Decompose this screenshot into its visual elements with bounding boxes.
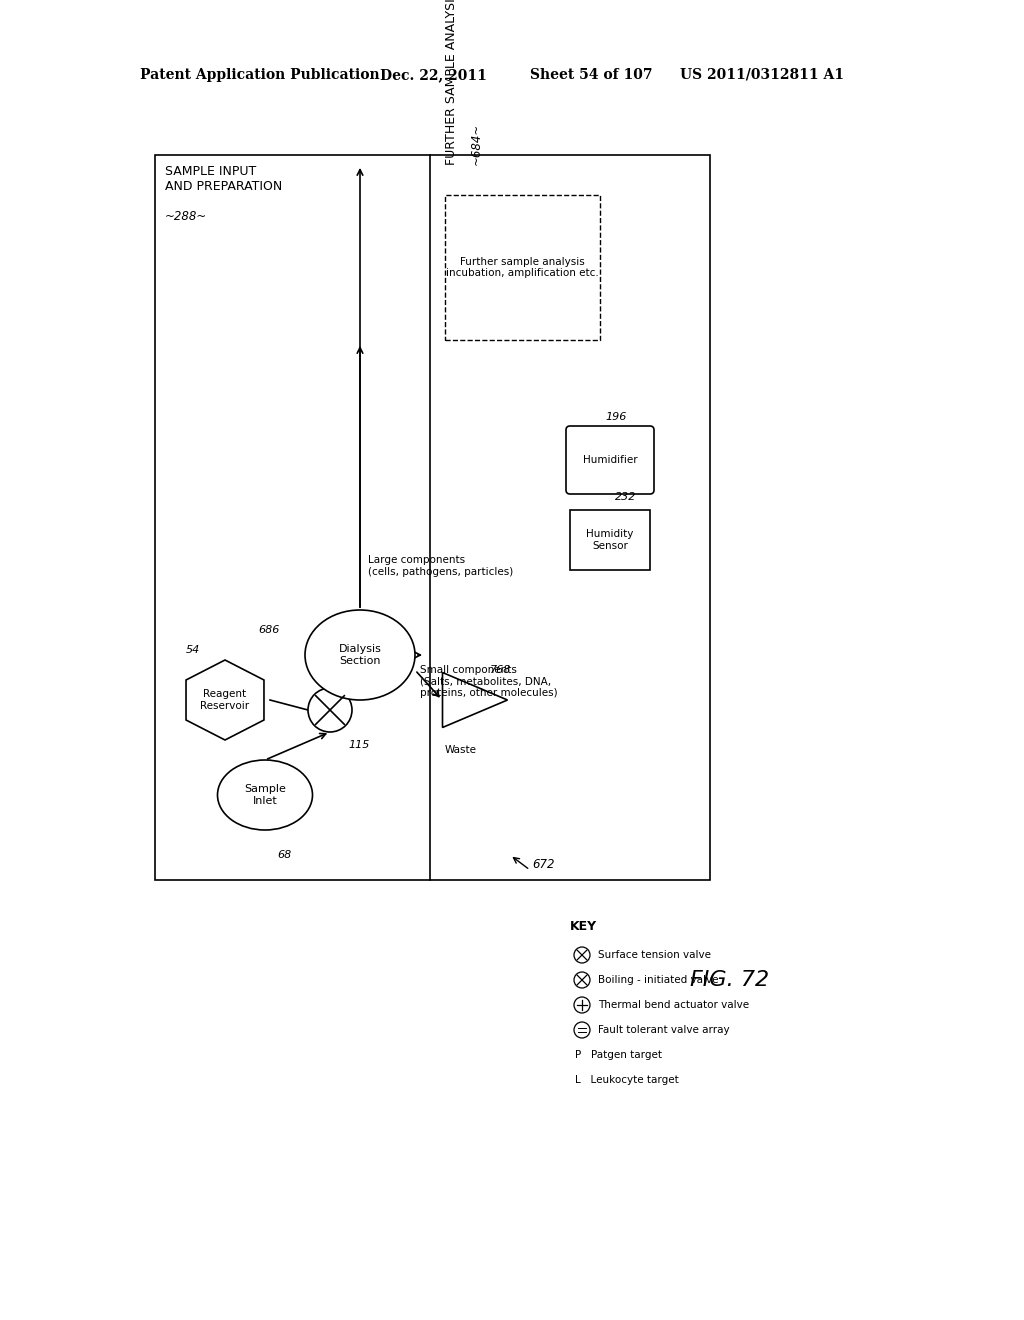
Circle shape: [574, 997, 590, 1012]
Circle shape: [574, 972, 590, 987]
Text: 768: 768: [490, 665, 511, 675]
Text: P   Patgen target: P Patgen target: [575, 1049, 662, 1060]
Text: ~288~: ~288~: [165, 210, 207, 223]
Text: L   Leukocyte target: L Leukocyte target: [575, 1074, 679, 1085]
Text: FURTHER SAMPLE ANALYSIS: FURTHER SAMPLE ANALYSIS: [445, 0, 458, 165]
Text: Waste: Waste: [445, 744, 477, 755]
Text: Dec. 22, 2011: Dec. 22, 2011: [380, 69, 486, 82]
Text: Humidity
Sensor: Humidity Sensor: [587, 529, 634, 550]
Text: SAMPLE INPUT
AND PREPARATION: SAMPLE INPUT AND PREPARATION: [165, 165, 283, 193]
Text: 232: 232: [615, 492, 636, 502]
Text: 54: 54: [185, 645, 200, 655]
Bar: [155, 154, 710, 880]
Text: Fault tolerant valve array: Fault tolerant valve array: [598, 1026, 730, 1035]
Text: 115: 115: [348, 741, 370, 750]
FancyBboxPatch shape: [566, 426, 654, 494]
Text: Small components
(Salts, metabolites, DNA,
proteins, other molecules): Small components (Salts, metabolites, DN…: [420, 665, 558, 698]
Text: FIG. 72: FIG. 72: [690, 970, 770, 990]
Text: Boiling - initiated valve: Boiling - initiated valve: [598, 975, 719, 985]
Bar: [445, 195, 600, 341]
Circle shape: [574, 1022, 590, 1038]
Circle shape: [574, 946, 590, 964]
Text: Sheet 54 of 107: Sheet 54 of 107: [530, 69, 652, 82]
Text: 672: 672: [532, 858, 555, 871]
Circle shape: [308, 688, 352, 733]
Text: Dialysis
Section: Dialysis Section: [339, 644, 381, 665]
Ellipse shape: [217, 760, 312, 830]
Polygon shape: [186, 660, 264, 741]
Text: Further sample analysis
incubation, amplification etc.: Further sample analysis incubation, ampl…: [446, 256, 599, 279]
Bar: [570, 510, 650, 570]
Text: 196: 196: [605, 412, 627, 422]
Text: Patent Application Publication: Patent Application Publication: [140, 69, 380, 82]
Text: ~684~: ~684~: [470, 123, 483, 165]
Text: Surface tension valve: Surface tension valve: [598, 950, 711, 960]
Text: US 2011/0312811 A1: US 2011/0312811 A1: [680, 69, 844, 82]
Text: Sample
Inlet: Sample Inlet: [244, 784, 286, 805]
Polygon shape: [442, 672, 508, 727]
Ellipse shape: [305, 610, 415, 700]
Text: Large components
(cells, pathogens, particles): Large components (cells, pathogens, part…: [368, 554, 513, 577]
Text: Humidifier: Humidifier: [583, 455, 637, 465]
Text: Thermal bend actuator valve: Thermal bend actuator valve: [598, 1001, 750, 1010]
Text: Reagent
Reservoir: Reagent Reservoir: [201, 689, 250, 710]
Text: 686: 686: [259, 624, 280, 635]
Text: KEY: KEY: [570, 920, 597, 933]
Text: 68: 68: [278, 850, 291, 861]
